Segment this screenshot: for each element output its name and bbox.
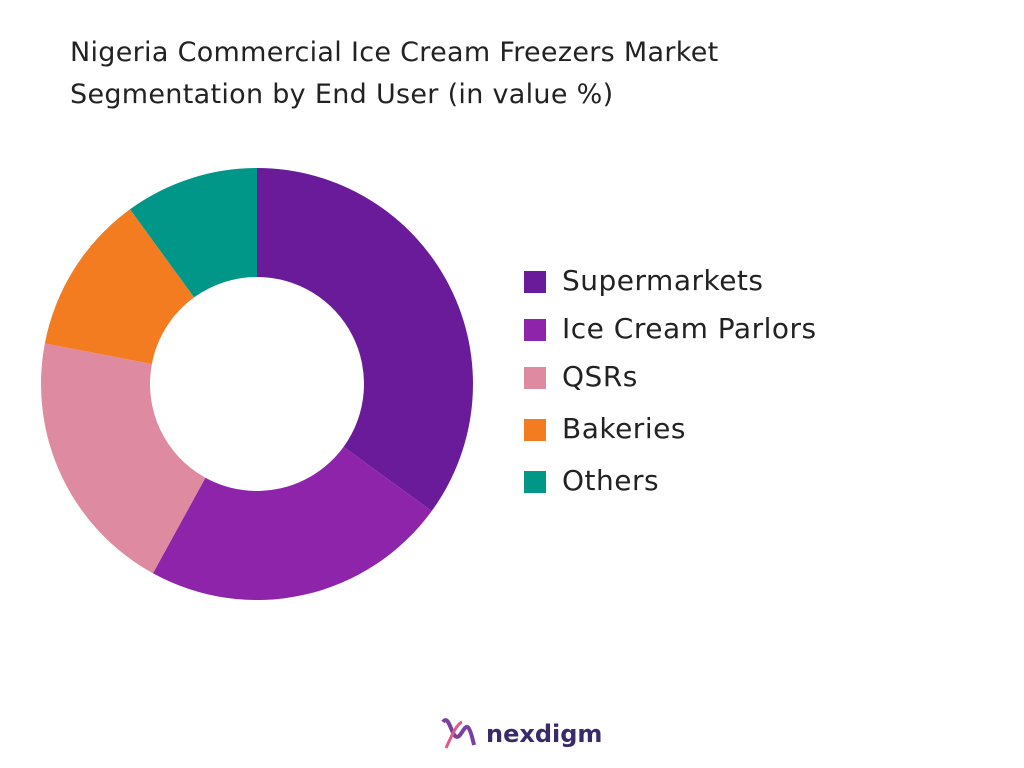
legend-label: Bakeries bbox=[562, 412, 686, 445]
brand-logo bbox=[441, 718, 476, 749]
legend-label: QSRs bbox=[562, 360, 638, 393]
legend-label: Others bbox=[562, 464, 659, 497]
donut-slice bbox=[152, 446, 432, 600]
legend-swatch bbox=[524, 271, 546, 293]
legend-swatch bbox=[524, 319, 546, 341]
legend-swatch bbox=[524, 471, 546, 493]
legend-swatch bbox=[524, 419, 546, 441]
donut-slice bbox=[257, 168, 473, 511]
donut-slice bbox=[40, 343, 206, 574]
brand-name: nexdigm bbox=[486, 720, 602, 748]
legend-label: Ice Cream Parlors bbox=[562, 312, 817, 345]
chart-title: Nigeria Commercial Ice Cream Freezers Ma… bbox=[70, 37, 719, 110]
legend-label: Supermarkets bbox=[562, 264, 764, 297]
donut-slice bbox=[44, 209, 195, 364]
logo-icon bbox=[441, 718, 476, 746]
logo-icon bbox=[444, 720, 463, 749]
donut-slice bbox=[130, 168, 257, 298]
legend-swatch bbox=[524, 367, 546, 389]
